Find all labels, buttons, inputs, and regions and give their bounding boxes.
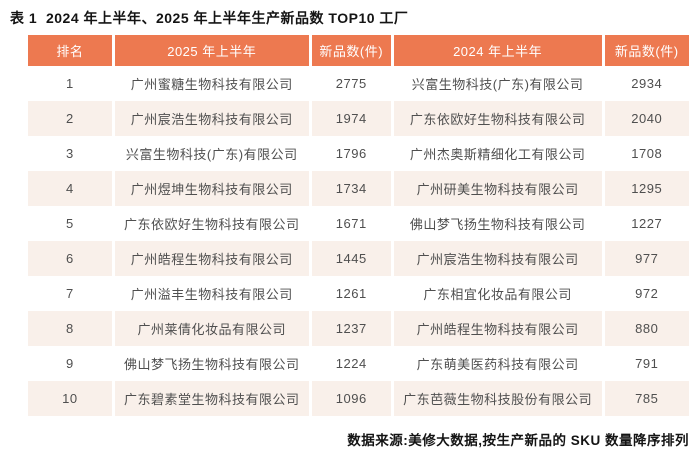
company-cell-2024: 广东萌美医药科技有限公司 [392,346,605,381]
column-header-2025-h1: 2025 年上半年 [113,35,312,66]
count-cell-2024: 880 [603,311,689,346]
company-cell-2024: 广东相宜化妆品有限公司 [392,276,605,311]
company-cell-2024: 广州研美生物科技有限公司 [392,171,605,206]
company-cell-2025: 广州莱倩化妆品有限公司 [113,311,312,346]
rank-cell: 6 [28,241,115,276]
company-cell-2025: 佛山梦飞扬生物科技有限公司 [113,346,312,381]
count-cell-2024: 791 [603,346,689,381]
count-cell-2024: 1708 [603,136,689,171]
header-row: 排名 2025 年上半年 新品数(件) 2024 年上半年 新品数(件) [28,35,689,66]
count-cell-2025: 1974 [310,101,394,136]
company-cell-2024: 兴富生物科技(广东)有限公司 [392,66,605,101]
top10-factories-table: 排名 2025 年上半年 新品数(件) 2024 年上半年 新品数(件) 1 广… [28,35,689,416]
rank-cell: 2 [28,101,115,136]
company-cell-2024: 广州宸浩生物科技有限公司 [392,241,605,276]
company-cell-2025: 广州蜜糖生物科技有限公司 [113,66,312,101]
rank-cell: 8 [28,311,115,346]
count-cell-2025: 2775 [310,66,394,101]
table-row: 9 佛山梦飞扬生物科技有限公司 1224 广东萌美医药科技有限公司 791 [28,346,689,381]
rank-cell: 9 [28,346,115,381]
count-cell-2024: 1295 [603,171,689,206]
rank-cell: 7 [28,276,115,311]
count-cell-2024: 2040 [603,101,689,136]
rank-cell: 10 [28,381,115,416]
rank-cell: 1 [28,66,115,101]
table-row: 3 兴富生物科技(广东)有限公司 1796 广州杰奥斯精细化工有限公司 1708 [28,136,689,171]
count-cell-2024: 785 [603,381,689,416]
count-cell-2025: 1096 [310,381,394,416]
count-cell-2024: 2934 [603,66,689,101]
company-cell-2024: 佛山梦飞扬生物科技有限公司 [392,206,605,241]
count-cell-2024: 977 [603,241,689,276]
count-cell-2024: 972 [603,276,689,311]
table-row: 10 广东碧素堂生物科技有限公司 1096 广东芭薇生物科技股份有限公司 785 [28,381,689,416]
company-cell-2024: 广东芭薇生物科技股份有限公司 [392,381,605,416]
company-cell-2025: 广州煜坤生物科技有限公司 [113,171,312,206]
table-row: 8 广州莱倩化妆品有限公司 1237 广州皓程生物科技有限公司 880 [28,311,689,346]
company-cell-2025: 广州皓程生物科技有限公司 [113,241,312,276]
table-row: 7 广州溢丰生物科技有限公司 1261 广东相宜化妆品有限公司 972 [28,276,689,311]
count-cell-2025: 1237 [310,311,394,346]
company-cell-2024: 广州杰奥斯精细化工有限公司 [392,136,605,171]
count-cell-2025: 1261 [310,276,394,311]
count-cell-2025: 1445 [310,241,394,276]
table-row: 1 广州蜜糖生物科技有限公司 2775 兴富生物科技(广东)有限公司 2934 [28,66,689,101]
table-title: 表 1 2024 年上半年、2025 年上半年生产新品数 TOP10 工厂 [10,10,409,26]
company-cell-2025: 广州宸浩生物科技有限公司 [113,101,312,136]
table-row: 4 广州煜坤生物科技有限公司 1734 广州研美生物科技有限公司 1295 [28,171,689,206]
column-header-new-products-2025: 新品数(件) [310,35,394,66]
company-cell-2024: 广州皓程生物科技有限公司 [392,311,605,346]
count-cell-2025: 1796 [310,136,394,171]
column-header-rank: 排名 [28,35,115,66]
company-cell-2025: 广东依欧好生物科技有限公司 [113,206,312,241]
column-header-new-products-2024: 新品数(件) [603,35,689,66]
rank-cell: 3 [28,136,115,171]
company-cell-2025: 广东碧素堂生物科技有限公司 [113,381,312,416]
rank-cell: 4 [28,171,115,206]
company-cell-2024: 广东依欧好生物科技有限公司 [392,101,605,136]
table-row: 5 广东依欧好生物科技有限公司 1671 佛山梦飞扬生物科技有限公司 1227 [28,206,689,241]
count-cell-2025: 1671 [310,206,394,241]
top10-factories-table-wrap: 排名 2025 年上半年 新品数(件) 2024 年上半年 新品数(件) 1 广… [28,35,689,416]
count-cell-2025: 1734 [310,171,394,206]
count-cell-2024: 1227 [603,206,689,241]
data-source-note: 数据来源:美修大数据,按生产新品的 SKU 数量降序排列 [347,433,689,448]
company-cell-2025: 兴富生物科技(广东)有限公司 [113,136,312,171]
count-cell-2025: 1224 [310,346,394,381]
company-cell-2025: 广州溢丰生物科技有限公司 [113,276,312,311]
table-row: 6 广州皓程生物科技有限公司 1445 广州宸浩生物科技有限公司 977 [28,241,689,276]
column-header-2024-h1: 2024 年上半年 [392,35,605,66]
rank-cell: 5 [28,206,115,241]
table-row: 2 广州宸浩生物科技有限公司 1974 广东依欧好生物科技有限公司 2040 [28,101,689,136]
